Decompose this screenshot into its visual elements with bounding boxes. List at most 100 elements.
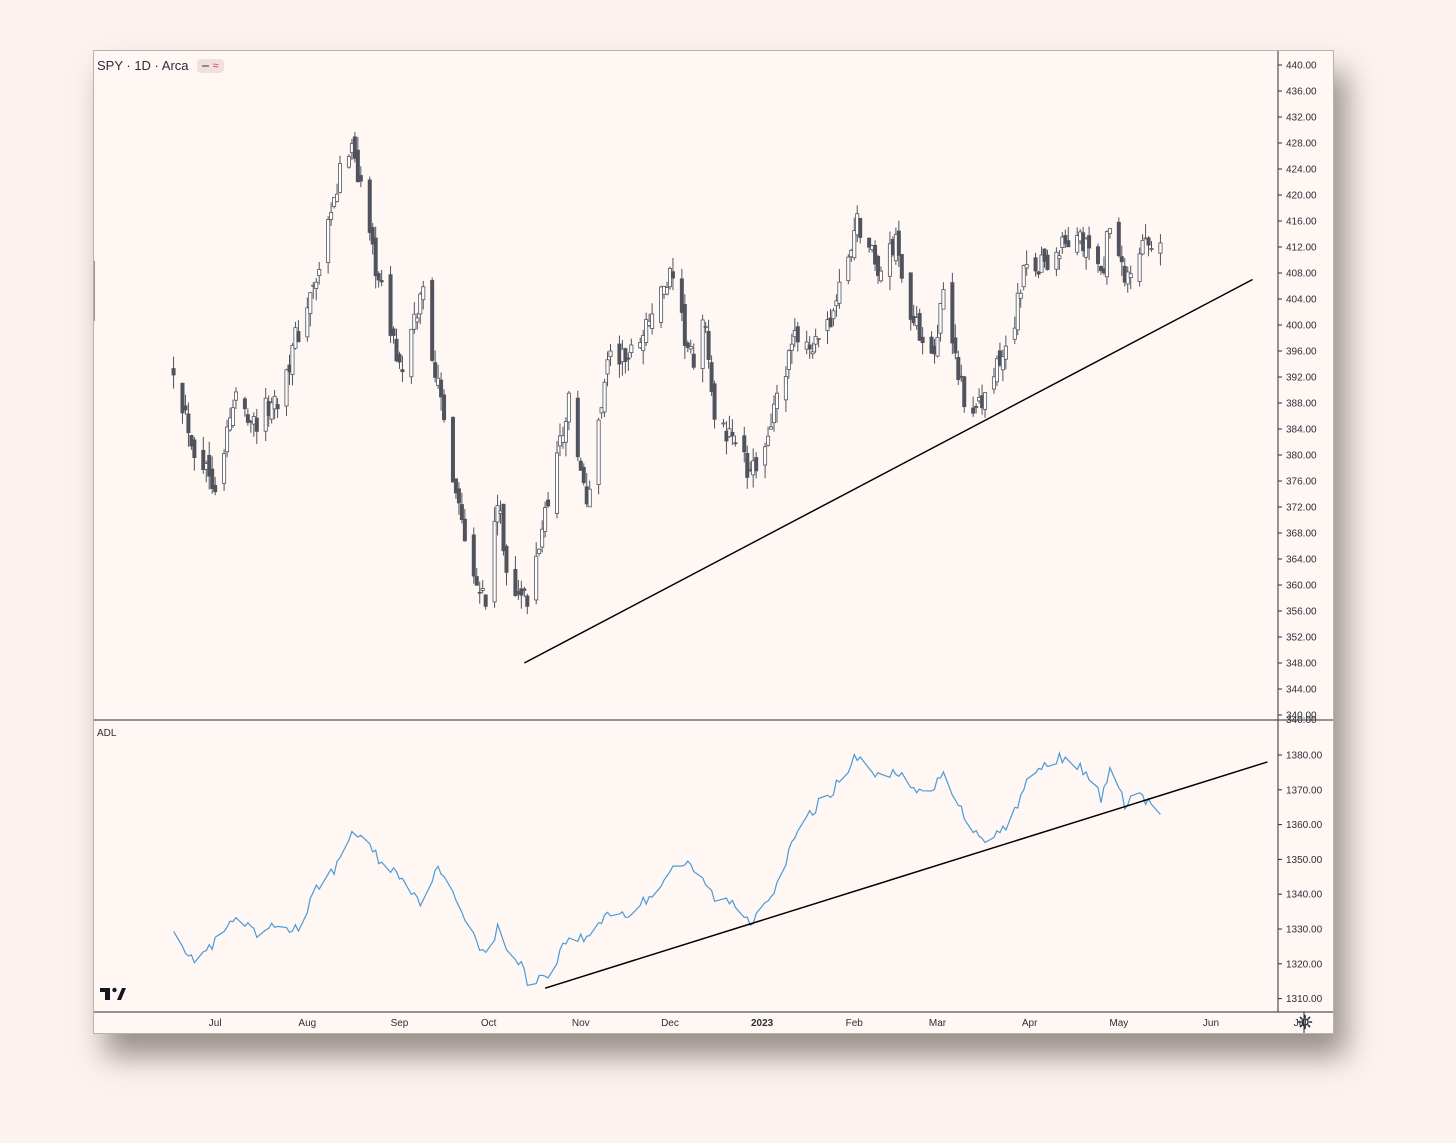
candle-body [513, 568, 518, 597]
candle-body [691, 353, 696, 368]
candle-body [664, 287, 669, 295]
candle-body [608, 350, 613, 357]
candle-body [626, 357, 631, 360]
candle-body [828, 317, 833, 328]
candle-body [1146, 237, 1151, 246]
candle-body [994, 358, 999, 383]
candle-body [525, 595, 530, 607]
adl-series-line [173, 750, 1161, 987]
legend-badge[interactable]: ≈ [196, 58, 224, 73]
symbol-legend[interactable]: SPY · 1D · Arca ≈ [97, 58, 224, 73]
candle-body [242, 398, 247, 410]
candle-body [703, 326, 708, 328]
candle-body [983, 392, 988, 410]
settings-gear-icon[interactable] [1297, 1014, 1313, 1033]
candle-body [956, 357, 961, 380]
candle-body [596, 419, 601, 485]
time-axis-label: Aug [298, 1018, 316, 1029]
candle-body [908, 272, 913, 320]
candle-body [763, 446, 768, 466]
candle-body [769, 426, 774, 430]
candle-body [733, 442, 738, 445]
tradingview-logo-icon[interactable] [100, 987, 126, 1006]
candle-body [537, 548, 542, 554]
candle-body [876, 256, 881, 277]
candle-body [772, 403, 777, 424]
candle-body [474, 576, 479, 586]
candle-body [453, 478, 458, 494]
candle-body [852, 230, 857, 259]
candle-body [284, 369, 289, 407]
price-tick-label: 344.00 [1286, 685, 1317, 696]
candle-body [837, 281, 842, 304]
indicator-legend[interactable]: ADL [97, 728, 117, 739]
price-tick-label: 404.00 [1286, 295, 1317, 306]
candle-body [308, 292, 313, 314]
candle-body [275, 404, 280, 410]
price-trendline[interactable] [523, 278, 1253, 664]
wave-icon: ≈ [212, 59, 219, 72]
candle-body [879, 270, 884, 282]
price-tick-label: 392.00 [1286, 373, 1317, 384]
price-tick-label: 376.00 [1286, 477, 1317, 488]
candle-body [483, 594, 488, 607]
candle-body [245, 414, 250, 423]
time-axis-label: Nov [572, 1018, 590, 1029]
candle-body [213, 484, 218, 493]
candle-body [581, 466, 586, 484]
candle-body [1033, 257, 1038, 272]
candle-body [296, 331, 301, 343]
candle-body [754, 457, 759, 472]
candle-body [358, 175, 363, 182]
candle-body [501, 503, 506, 552]
time-axis-label: Jul [1294, 1018, 1307, 1029]
chart-canvas[interactable]: 440.00 436.00 432.00 428.00 424.00 420.00 416.… [94, 51, 1333, 1033]
price-tick-label: 412.00 [1286, 243, 1317, 254]
price-tick-label: 432.00 [1286, 113, 1317, 124]
price-tick-label: 380.00 [1286, 451, 1317, 462]
candle-body [623, 348, 628, 362]
candle-body [1000, 356, 1005, 371]
candle-body [816, 338, 821, 340]
candle-body [394, 338, 399, 362]
candle-body [439, 379, 444, 398]
candle-body [1075, 235, 1080, 253]
candle-body [810, 351, 815, 355]
candle-body [899, 254, 904, 279]
adl-trendline[interactable] [544, 761, 1268, 989]
candle-body [329, 212, 334, 220]
candle-body [391, 328, 396, 336]
adl-tick-label: 1360.00 [1286, 820, 1323, 831]
candle-body [370, 227, 375, 245]
candle-body [670, 271, 675, 279]
candle-body [207, 454, 212, 477]
candle-body [409, 328, 414, 378]
candle-body [379, 280, 384, 283]
candle-body [935, 336, 940, 357]
candle-body [1107, 228, 1112, 235]
candle-body [991, 376, 996, 390]
candle-body [376, 273, 381, 281]
adl-tick-label: 1330.00 [1286, 925, 1323, 936]
candle-body [587, 488, 592, 508]
candle-body [575, 397, 580, 458]
candle-body [858, 217, 863, 238]
time-axis-label: Feb [846, 1018, 864, 1029]
candle-body [950, 282, 955, 344]
candle-body [314, 281, 319, 289]
candle-body [795, 326, 800, 343]
time-axis-label: May [1109, 1018, 1128, 1029]
candle-body [183, 405, 188, 411]
candle-body [650, 313, 655, 329]
candle-body [629, 344, 634, 353]
candle-body [1036, 271, 1041, 275]
candle-body [540, 528, 545, 548]
candle-body [1012, 327, 1017, 340]
candle-body [807, 344, 812, 350]
candle-body [774, 392, 779, 410]
candle-body [1104, 231, 1109, 278]
candle-body [433, 362, 438, 378]
candle-body [786, 350, 791, 370]
candle-body [1054, 251, 1059, 270]
candle-body [450, 416, 455, 483]
